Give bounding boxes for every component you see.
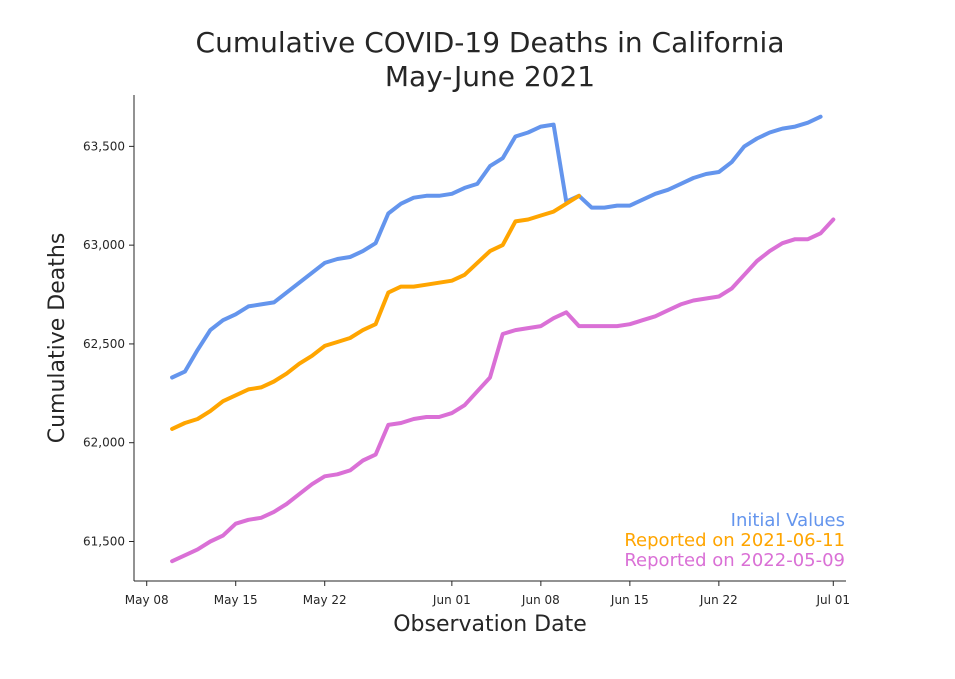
x-tick-label: Jul 01 bbox=[816, 593, 851, 607]
legend-entry-3: Reported on 2022-05-09 bbox=[624, 550, 845, 571]
chart-title-line-1: Cumulative COVID-19 Deaths in California bbox=[196, 26, 785, 59]
x-tick-label: May 15 bbox=[214, 593, 258, 607]
x-ticks: May 08 May 15 May 22 Jun 01 Jun 08 Jun 15 Jun … bbox=[125, 581, 850, 607]
x-tick-label: Jun 15 bbox=[610, 593, 649, 607]
x-tick-label: Jun 01 bbox=[432, 593, 471, 607]
legend-entry-1: Initial Values bbox=[731, 510, 845, 531]
y-tick-label: 63,000 bbox=[83, 238, 125, 252]
legend-entry-2: Reported on 2021-06-11 bbox=[624, 530, 845, 551]
y-axis-label: Cumulative Deaths bbox=[45, 233, 70, 444]
series-line-2 bbox=[170, 193, 581, 431]
y-tick-label: 61,500 bbox=[83, 534, 125, 548]
series-line-3 bbox=[170, 217, 836, 564]
x-tick-label: May 08 bbox=[125, 593, 169, 607]
y-tick-label: 63,500 bbox=[83, 139, 125, 153]
y-tick-label: 62,000 bbox=[83, 436, 125, 450]
x-tick-label: May 22 bbox=[303, 593, 347, 607]
series-layer bbox=[170, 114, 836, 564]
x-axis-label: Observation Date bbox=[393, 612, 587, 637]
series-line-1 bbox=[170, 114, 823, 380]
y-ticks: 61,500 62,000 62,500 63,000 63,500 bbox=[83, 139, 134, 548]
x-tick-label: Jun 22 bbox=[699, 593, 738, 607]
y-tick-label: 62,500 bbox=[83, 337, 125, 351]
x-tick-label: Jun 08 bbox=[521, 593, 560, 607]
chart-title-line-2: May-June 2021 bbox=[385, 60, 595, 93]
